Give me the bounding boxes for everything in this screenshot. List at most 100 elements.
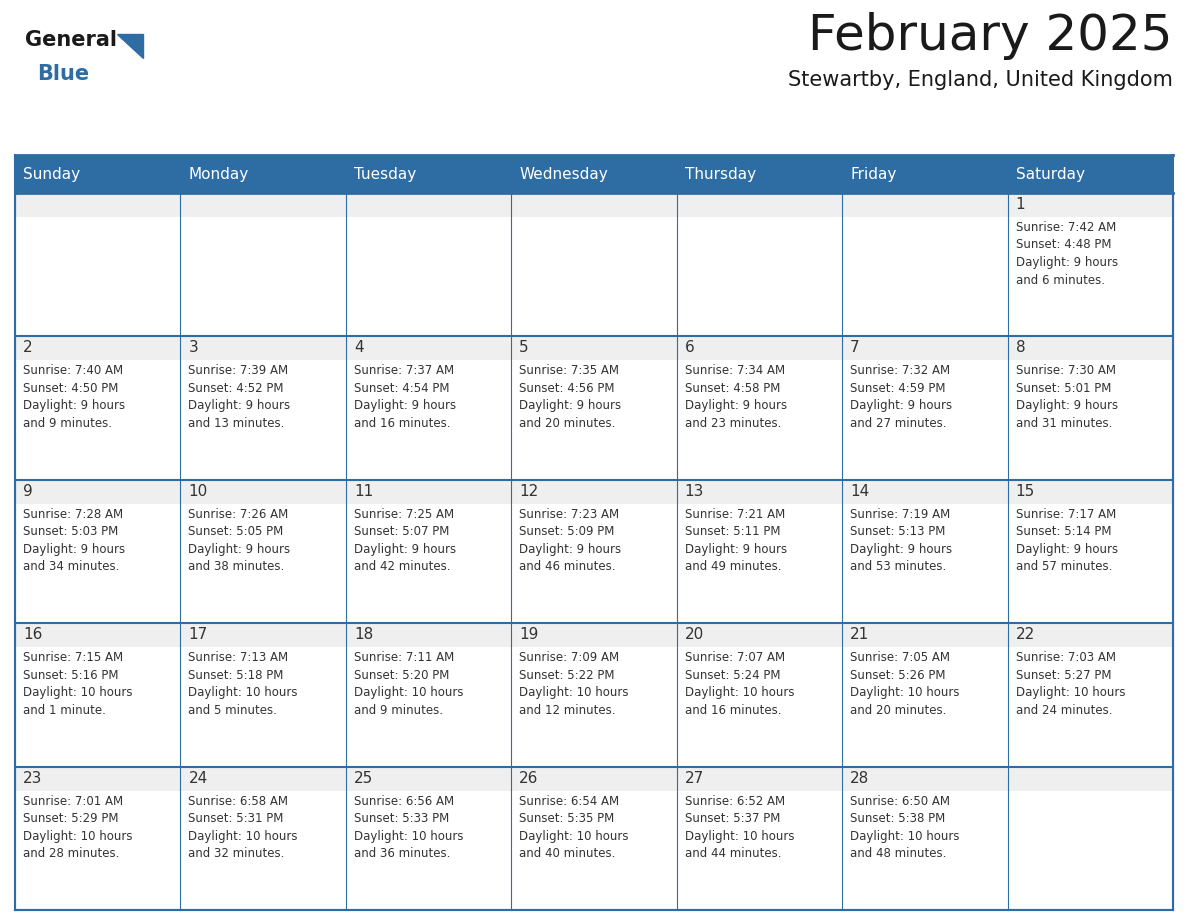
Text: 17: 17: [189, 627, 208, 643]
Bar: [346, 480, 511, 623]
Text: Thursday: Thursday: [684, 166, 756, 182]
Bar: [346, 767, 511, 790]
Bar: [842, 155, 1007, 193]
Text: 20: 20: [684, 627, 704, 643]
Text: Tuesday: Tuesday: [354, 166, 416, 182]
Bar: [15, 480, 181, 623]
Polygon shape: [116, 34, 143, 58]
Bar: [181, 155, 346, 193]
Bar: [842, 767, 1007, 790]
Bar: [15, 623, 181, 647]
Bar: [181, 623, 346, 767]
Bar: [15, 623, 181, 767]
Text: 28: 28: [851, 770, 870, 786]
Bar: [677, 623, 842, 767]
Bar: [677, 336, 842, 361]
Text: 22: 22: [1016, 627, 1035, 643]
Bar: [1007, 480, 1173, 623]
Bar: [181, 767, 346, 790]
Bar: [346, 193, 511, 336]
Text: Sunrise: 7:37 AM
Sunset: 4:54 PM
Daylight: 9 hours
and 16 minutes.: Sunrise: 7:37 AM Sunset: 4:54 PM Dayligh…: [354, 364, 456, 430]
Bar: [511, 623, 677, 647]
Text: Sunrise: 7:21 AM
Sunset: 5:11 PM
Daylight: 9 hours
and 49 minutes.: Sunrise: 7:21 AM Sunset: 5:11 PM Dayligh…: [684, 508, 786, 574]
Bar: [511, 767, 677, 910]
Text: Sunrise: 7:01 AM
Sunset: 5:29 PM
Daylight: 10 hours
and 28 minutes.: Sunrise: 7:01 AM Sunset: 5:29 PM Dayligh…: [23, 795, 133, 860]
Text: Friday: Friday: [851, 166, 897, 182]
Bar: [842, 193, 1007, 217]
Bar: [511, 767, 677, 790]
Text: Sunrise: 7:25 AM
Sunset: 5:07 PM
Daylight: 9 hours
and 42 minutes.: Sunrise: 7:25 AM Sunset: 5:07 PM Dayligh…: [354, 508, 456, 574]
Text: 25: 25: [354, 770, 373, 786]
Text: 19: 19: [519, 627, 538, 643]
Text: Sunrise: 7:15 AM
Sunset: 5:16 PM
Daylight: 10 hours
and 1 minute.: Sunrise: 7:15 AM Sunset: 5:16 PM Dayligh…: [23, 651, 133, 717]
Bar: [511, 480, 677, 504]
Bar: [1007, 193, 1173, 217]
Bar: [15, 155, 181, 193]
Text: 12: 12: [519, 484, 538, 498]
Bar: [511, 623, 677, 767]
Text: Sunrise: 6:52 AM
Sunset: 5:37 PM
Daylight: 10 hours
and 44 minutes.: Sunrise: 6:52 AM Sunset: 5:37 PM Dayligh…: [684, 795, 795, 860]
Bar: [346, 767, 511, 910]
Bar: [181, 336, 346, 480]
Text: Sunrise: 7:34 AM
Sunset: 4:58 PM
Daylight: 9 hours
and 23 minutes.: Sunrise: 7:34 AM Sunset: 4:58 PM Dayligh…: [684, 364, 786, 430]
Bar: [1007, 155, 1173, 193]
Bar: [181, 193, 346, 217]
Bar: [842, 193, 1007, 336]
Bar: [346, 336, 511, 361]
Bar: [181, 623, 346, 647]
Bar: [15, 336, 181, 361]
Bar: [181, 480, 346, 623]
Bar: [1007, 480, 1173, 504]
Bar: [1007, 336, 1173, 480]
Bar: [842, 767, 1007, 910]
Bar: [842, 623, 1007, 767]
Text: 16: 16: [23, 627, 43, 643]
Text: Sunrise: 6:56 AM
Sunset: 5:33 PM
Daylight: 10 hours
and 36 minutes.: Sunrise: 6:56 AM Sunset: 5:33 PM Dayligh…: [354, 795, 463, 860]
Bar: [346, 623, 511, 647]
Text: Sunrise: 7:07 AM
Sunset: 5:24 PM
Daylight: 10 hours
and 16 minutes.: Sunrise: 7:07 AM Sunset: 5:24 PM Dayligh…: [684, 651, 795, 717]
Text: Wednesday: Wednesday: [519, 166, 608, 182]
Bar: [511, 336, 677, 480]
Bar: [842, 480, 1007, 504]
Text: Sunrise: 7:11 AM
Sunset: 5:20 PM
Daylight: 10 hours
and 9 minutes.: Sunrise: 7:11 AM Sunset: 5:20 PM Dayligh…: [354, 651, 463, 717]
Text: 27: 27: [684, 770, 704, 786]
Bar: [511, 336, 677, 361]
Text: Sunrise: 7:23 AM
Sunset: 5:09 PM
Daylight: 9 hours
and 46 minutes.: Sunrise: 7:23 AM Sunset: 5:09 PM Dayligh…: [519, 508, 621, 574]
Bar: [511, 193, 677, 217]
Bar: [1007, 767, 1173, 790]
Bar: [842, 336, 1007, 480]
Text: 4: 4: [354, 341, 364, 355]
Text: Sunrise: 7:30 AM
Sunset: 5:01 PM
Daylight: 9 hours
and 31 minutes.: Sunrise: 7:30 AM Sunset: 5:01 PM Dayligh…: [1016, 364, 1118, 430]
Text: Sunrise: 7:03 AM
Sunset: 5:27 PM
Daylight: 10 hours
and 24 minutes.: Sunrise: 7:03 AM Sunset: 5:27 PM Dayligh…: [1016, 651, 1125, 717]
Text: 11: 11: [354, 484, 373, 498]
Text: 13: 13: [684, 484, 704, 498]
Bar: [677, 480, 842, 623]
Bar: [842, 480, 1007, 623]
Text: 24: 24: [189, 770, 208, 786]
Bar: [677, 480, 842, 504]
Text: Sunrise: 7:09 AM
Sunset: 5:22 PM
Daylight: 10 hours
and 12 minutes.: Sunrise: 7:09 AM Sunset: 5:22 PM Dayligh…: [519, 651, 628, 717]
Text: Sunrise: 7:28 AM
Sunset: 5:03 PM
Daylight: 9 hours
and 34 minutes.: Sunrise: 7:28 AM Sunset: 5:03 PM Dayligh…: [23, 508, 125, 574]
Text: 5: 5: [519, 341, 529, 355]
Bar: [677, 336, 842, 480]
Bar: [346, 336, 511, 480]
Bar: [1007, 336, 1173, 361]
Text: Sunrise: 7:05 AM
Sunset: 5:26 PM
Daylight: 10 hours
and 20 minutes.: Sunrise: 7:05 AM Sunset: 5:26 PM Dayligh…: [851, 651, 960, 717]
Bar: [1007, 623, 1173, 647]
Bar: [677, 767, 842, 790]
Text: Sunrise: 7:39 AM
Sunset: 4:52 PM
Daylight: 9 hours
and 13 minutes.: Sunrise: 7:39 AM Sunset: 4:52 PM Dayligh…: [189, 364, 291, 430]
Text: Sunrise: 7:13 AM
Sunset: 5:18 PM
Daylight: 10 hours
and 5 minutes.: Sunrise: 7:13 AM Sunset: 5:18 PM Dayligh…: [189, 651, 298, 717]
Bar: [677, 155, 842, 193]
Text: 2: 2: [23, 341, 32, 355]
Bar: [677, 193, 842, 336]
Bar: [346, 155, 511, 193]
Text: 15: 15: [1016, 484, 1035, 498]
Bar: [511, 480, 677, 623]
Bar: [181, 336, 346, 361]
Bar: [181, 767, 346, 910]
Bar: [677, 767, 842, 910]
Bar: [677, 623, 842, 647]
Bar: [1007, 767, 1173, 910]
Text: Sunrise: 7:32 AM
Sunset: 4:59 PM
Daylight: 9 hours
and 27 minutes.: Sunrise: 7:32 AM Sunset: 4:59 PM Dayligh…: [851, 364, 953, 430]
Text: General: General: [25, 30, 116, 50]
